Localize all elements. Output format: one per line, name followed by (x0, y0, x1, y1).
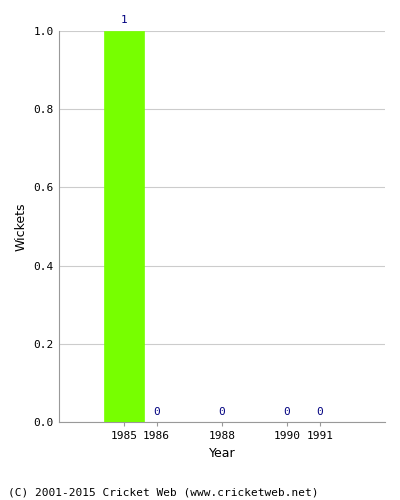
Text: 0: 0 (153, 406, 160, 416)
Text: 0: 0 (284, 406, 290, 416)
Y-axis label: Wickets: Wickets (15, 202, 28, 251)
Text: (C) 2001-2015 Cricket Web (www.cricketweb.net): (C) 2001-2015 Cricket Web (www.cricketwe… (8, 488, 318, 498)
Text: 0: 0 (316, 406, 323, 416)
Text: 0: 0 (218, 406, 225, 416)
Bar (104, 31, 144, 422)
X-axis label: Year: Year (208, 447, 235, 460)
Text: 1: 1 (120, 15, 127, 25)
